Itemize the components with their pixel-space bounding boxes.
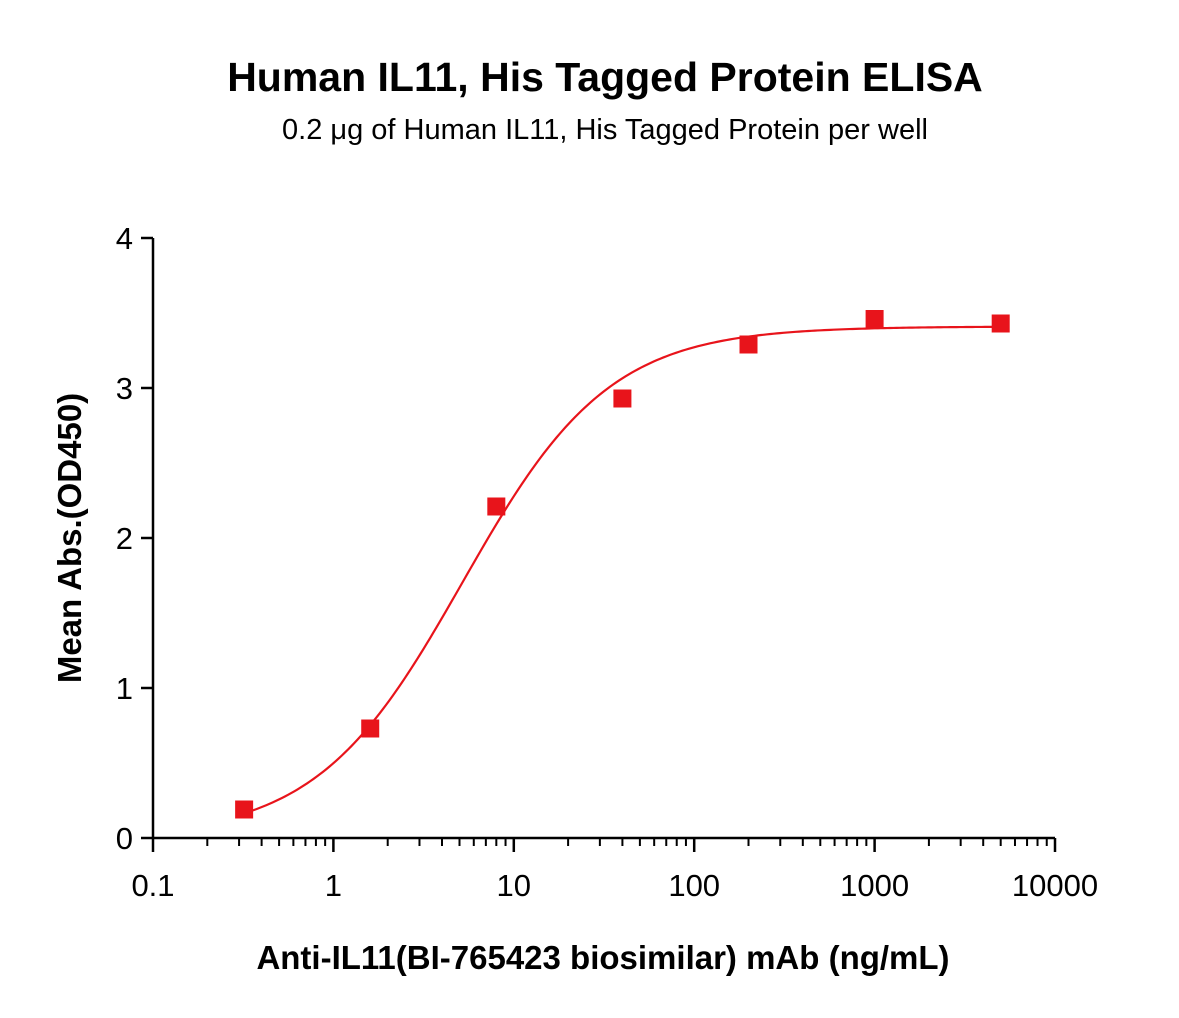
y-tick-label: 4 (116, 221, 133, 256)
y-axis-label: Mean Abs.(OD450) (51, 393, 88, 683)
x-tick-label: 100 (668, 868, 720, 903)
y-tick-label: 0 (116, 821, 133, 856)
y-tick-label: 1 (116, 671, 133, 706)
y-tick-label: 3 (116, 371, 133, 406)
data-point (865, 310, 884, 328)
data-point (991, 314, 1010, 333)
data-point (739, 335, 758, 354)
data-point (235, 800, 254, 819)
chart-title: Human IL11, His Tagged Protein ELISA (227, 54, 983, 100)
x-tick-label: 10 (497, 868, 531, 903)
x-tick-label: 0.1 (131, 868, 174, 903)
x-tick-label: 1000 (840, 868, 909, 903)
data-point (613, 389, 632, 408)
x-tick-label: 10000 (1012, 868, 1098, 903)
x-axis-label: Anti-IL11(BI-765423 biosimilar) mAb (ng/… (256, 939, 949, 976)
chart-subtitle: 0.2 μg of Human IL11, His Tagged Protein… (282, 114, 928, 146)
data-point (361, 719, 380, 738)
data-point (487, 497, 506, 516)
x-tick-label: 1 (325, 868, 342, 903)
plot-area: 0 1 2 3 4 0.1 1 10 100 1000 10000 (116, 221, 1098, 903)
y-tick-label: 2 (116, 521, 133, 556)
